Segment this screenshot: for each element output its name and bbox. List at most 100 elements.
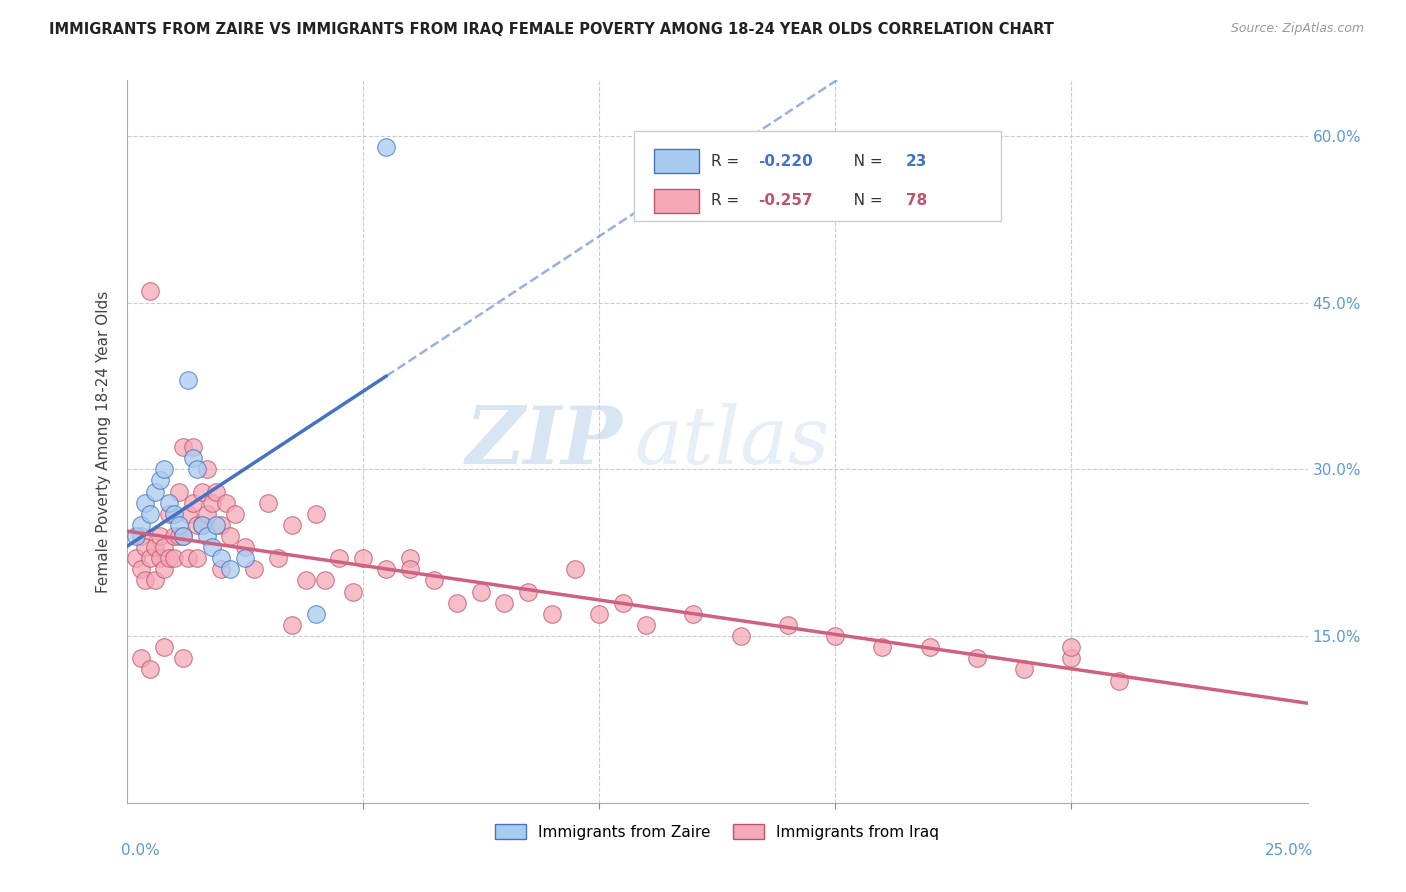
Point	[636, 618, 658, 632]
Point	[612, 596, 634, 610]
Point	[149, 474, 172, 488]
Point	[181, 451, 204, 466]
Point	[1108, 673, 1130, 688]
Point	[186, 551, 208, 566]
Text: R =: R =	[711, 153, 744, 169]
Point	[540, 607, 562, 621]
Point	[181, 440, 204, 454]
Point	[143, 574, 166, 588]
Y-axis label: Female Poverty Among 18-24 Year Olds: Female Poverty Among 18-24 Year Olds	[96, 291, 111, 592]
Point	[966, 651, 988, 665]
Point	[157, 551, 180, 566]
Point	[209, 517, 232, 532]
Point	[172, 529, 194, 543]
Point	[824, 629, 846, 643]
Point	[224, 507, 246, 521]
Point	[191, 517, 214, 532]
Point	[730, 629, 752, 643]
Point	[172, 651, 194, 665]
Point	[153, 462, 176, 476]
Point	[517, 584, 540, 599]
Point	[167, 529, 190, 543]
Point	[191, 517, 214, 532]
Point	[342, 584, 364, 599]
Point	[494, 596, 516, 610]
Point	[918, 640, 941, 655]
Legend: Immigrants from Zaire, Immigrants from Iraq: Immigrants from Zaire, Immigrants from I…	[489, 818, 945, 846]
Point	[172, 529, 194, 543]
Point	[257, 496, 280, 510]
Point	[205, 517, 228, 532]
Point	[399, 562, 422, 576]
Point	[181, 496, 204, 510]
Text: 78: 78	[905, 194, 928, 209]
Text: -0.220: -0.220	[758, 153, 813, 169]
Point	[267, 551, 290, 566]
Point	[134, 574, 156, 588]
Point	[304, 507, 326, 521]
Text: N =: N =	[839, 153, 887, 169]
Point	[219, 529, 242, 543]
Point	[149, 551, 172, 566]
Point	[422, 574, 444, 588]
Point	[143, 484, 166, 499]
Point	[177, 507, 200, 521]
Point	[200, 540, 222, 554]
Point	[314, 574, 336, 588]
Point	[281, 618, 304, 632]
Point	[167, 517, 190, 532]
Point	[167, 484, 190, 499]
Point	[682, 607, 704, 621]
Point	[399, 551, 422, 566]
Point	[129, 562, 152, 576]
Point	[215, 496, 238, 510]
Point	[139, 507, 162, 521]
Point	[328, 551, 350, 566]
Point	[209, 562, 232, 576]
Point	[233, 540, 256, 554]
Point	[143, 540, 166, 554]
Point	[157, 496, 180, 510]
Text: 0.0%: 0.0%	[121, 843, 159, 857]
Point	[139, 551, 162, 566]
Point	[205, 484, 228, 499]
Point	[375, 140, 398, 154]
Point	[129, 651, 152, 665]
Point	[872, 640, 894, 655]
Point	[125, 551, 148, 566]
Text: R =: R =	[711, 194, 744, 209]
Point	[470, 584, 492, 599]
Point	[153, 540, 176, 554]
Point	[139, 662, 162, 676]
Point	[200, 496, 222, 510]
Text: atlas: atlas	[634, 403, 830, 480]
Point	[134, 540, 156, 554]
Point	[195, 529, 218, 543]
Text: ZIP: ZIP	[465, 403, 623, 480]
Point	[195, 507, 218, 521]
Point	[588, 607, 610, 621]
Text: N =: N =	[839, 194, 887, 209]
Point	[243, 562, 266, 576]
Point	[195, 462, 218, 476]
Point	[129, 529, 152, 543]
Point	[163, 529, 186, 543]
Point	[209, 551, 232, 566]
Point	[295, 574, 318, 588]
Point	[1012, 662, 1035, 676]
Text: 25.0%: 25.0%	[1265, 843, 1313, 857]
Point	[153, 640, 176, 655]
Text: IMMIGRANTS FROM ZAIRE VS IMMIGRANTS FROM IRAQ FEMALE POVERTY AMONG 18-24 YEAR OL: IMMIGRANTS FROM ZAIRE VS IMMIGRANTS FROM…	[49, 22, 1054, 37]
Point	[125, 529, 148, 543]
FancyBboxPatch shape	[634, 131, 1001, 221]
Point	[564, 562, 586, 576]
Point	[149, 529, 172, 543]
Point	[177, 551, 200, 566]
Point	[139, 285, 162, 299]
Point	[186, 462, 208, 476]
FancyBboxPatch shape	[654, 189, 699, 212]
Point	[186, 517, 208, 532]
FancyBboxPatch shape	[654, 150, 699, 173]
Point	[776, 618, 799, 632]
Point	[219, 562, 242, 576]
